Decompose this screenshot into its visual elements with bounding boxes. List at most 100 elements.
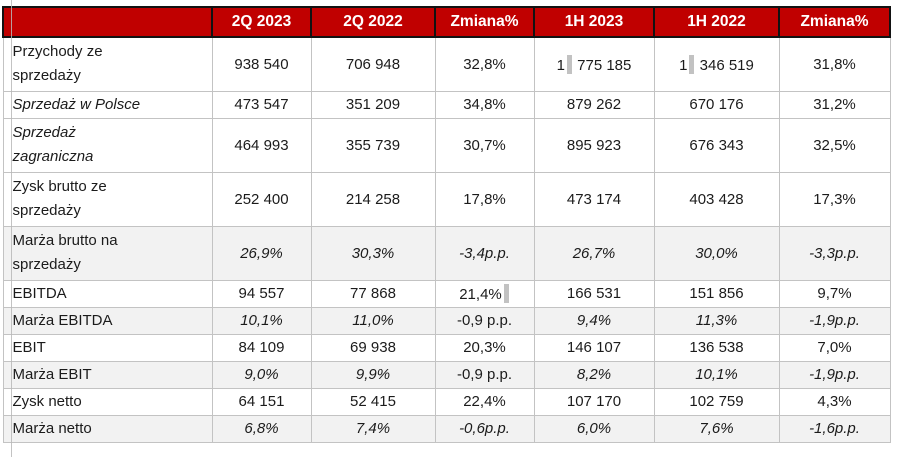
table-row: Marża brutto na sprzedaży 26,9% 30,3% -3,4p.… <box>2 225 891 281</box>
table-cell: -1,9p.p. <box>778 306 891 335</box>
column-header: 1H 2022 <box>653 6 780 38</box>
table-cell: 77 868 <box>310 279 436 308</box>
table-body: Przychody ze sprzedaży 938 540 706 948 32,8%… <box>2 36 891 443</box>
column-header: 1H 2023 <box>533 6 655 38</box>
table-cell: -3,3p.p. <box>778 225 891 281</box>
table-cell: 4,3% <box>778 387 891 416</box>
table-row: Sprzedaż zagraniczna 464 993 355 739 30,7% 89… <box>2 117 891 173</box>
table-cell: 146 107 <box>533 333 655 362</box>
table-cell: 11,0% <box>310 306 436 335</box>
row-label: Marża EBITDA <box>2 306 213 335</box>
table-cell: 30,3% <box>310 225 436 281</box>
corner-header-cell <box>2 6 213 38</box>
table-row: EBITDA 94 557 77 868 21,4% 166 531 151 856 9,7… <box>2 279 891 308</box>
table-row: Zysk netto 64 151 52 415 22,4% 107 170 102 75… <box>2 387 891 416</box>
table-cell: 7,6% <box>653 414 780 443</box>
text-cursor-artifact <box>566 54 572 74</box>
table-cell: 938 540 <box>211 36 312 92</box>
table-cell: 10,1% <box>653 360 780 389</box>
table-cell: 10,1% <box>211 306 312 335</box>
table-cell: 7,0% <box>778 333 891 362</box>
table-cell: 676 343 <box>653 117 780 173</box>
table-cell: 26,7% <box>533 225 655 281</box>
table-cell: 94 557 <box>211 279 312 308</box>
table-cell: -0,6p.p. <box>434 414 535 443</box>
row-label: Przychody ze sprzedaży <box>2 36 213 92</box>
table-cell: 464 993 <box>211 117 312 173</box>
table-cell: 1 775 185 <box>533 36 655 92</box>
row-label: Marża netto <box>2 414 213 443</box>
table-cell: 473 174 <box>533 171 655 227</box>
table-cell: 84 109 <box>211 333 312 362</box>
table-cell: 351 209 <box>310 90 436 119</box>
table-cell: 136 538 <box>653 333 780 362</box>
table-cell: 30,0% <box>653 225 780 281</box>
table-row: Przychody ze sprzedaży 938 540 706 948 32,8%… <box>2 36 891 92</box>
table-cell: 8,2% <box>533 360 655 389</box>
table-cell: 879 262 <box>533 90 655 119</box>
table-cell: 107 170 <box>533 387 655 416</box>
table-cell: 9,4% <box>533 306 655 335</box>
row-label: Zysk brutto ze sprzedaży <box>2 171 213 227</box>
table-cell: 31,8% <box>778 36 891 92</box>
table-cell: 403 428 <box>653 171 780 227</box>
table-cell: 32,5% <box>778 117 891 173</box>
table-cell: 64 151 <box>211 387 312 416</box>
table-cell: 20,3% <box>434 333 535 362</box>
table-cell: 706 948 <box>310 36 436 92</box>
table-cell: -1,9p.p. <box>778 360 891 389</box>
table-cell: 895 923 <box>533 117 655 173</box>
financial-table: 2Q 2023 2Q 2022 Zmiana% 1H 2023 1H 2022 Zmian… <box>2 6 891 443</box>
table-cell: 17,8% <box>434 171 535 227</box>
row-label: Sprzedaż zagraniczna <box>2 117 213 173</box>
table-cell: 31,2% <box>778 90 891 119</box>
table-cell: -0,9 p.p. <box>434 306 535 335</box>
table-cell: 355 739 <box>310 117 436 173</box>
table-cell: 21,4% <box>434 279 535 308</box>
table-cell: 26,9% <box>211 225 312 281</box>
table-cell: 6,0% <box>533 414 655 443</box>
table-cell: 9,0% <box>211 360 312 389</box>
table-cell: 214 258 <box>310 171 436 227</box>
table-cell: 151 856 <box>653 279 780 308</box>
row-label: EBIT <box>2 333 213 362</box>
table-cell: 670 176 <box>653 90 780 119</box>
table-cell: 6,8% <box>211 414 312 443</box>
column-header: Zmiana% <box>434 6 535 38</box>
row-label: Sprzedaż w Polsce <box>2 90 213 119</box>
text-cursor-artifact <box>503 284 509 303</box>
table-row: Zysk brutto ze sprzedaży 252 400 214 258 17,… <box>2 171 891 227</box>
table-cell: 7,4% <box>310 414 436 443</box>
table-cell: 52 415 <box>310 387 436 416</box>
table-cell: 252 400 <box>211 171 312 227</box>
table-row: Marża EBITDA 10,1% 11,0% -0,9 p.p. 9,4% 11,3%… <box>2 306 891 335</box>
table-cell: -0,9 p.p. <box>434 360 535 389</box>
table-cell: 9,9% <box>310 360 436 389</box>
table-cell: 11,3% <box>653 306 780 335</box>
table-row: Marża EBIT 9,0% 9,9% -0,9 p.p. 8,2% 10,1% -1,9… <box>2 360 891 389</box>
table-cell: 69 938 <box>310 333 436 362</box>
table-cell: 22,4% <box>434 387 535 416</box>
table-cell: 1 346 519 <box>653 36 780 92</box>
table-cell: 166 531 <box>533 279 655 308</box>
row-label: Marża brutto na sprzedaży <box>2 225 213 281</box>
table-row: Marża netto 6,8% 7,4% -0,6p.p. 6,0% 7,6% -1,6p… <box>2 414 891 443</box>
table-row: EBIT 84 109 69 938 20,3% 146 107 136 538 7,0% <box>2 333 891 362</box>
table-cell: -3,4p.p. <box>434 225 535 281</box>
text-cursor-artifact <box>689 54 695 74</box>
table-cell: 473 547 <box>211 90 312 119</box>
column-header: 2Q 2022 <box>310 6 436 38</box>
column-header: 2Q 2023 <box>211 6 312 38</box>
table-cell: 34,8% <box>434 90 535 119</box>
row-label: Zysk netto <box>2 387 213 416</box>
table-cell: 9,7% <box>778 279 891 308</box>
table-cell: 30,7% <box>434 117 535 173</box>
table-row: Sprzedaż w Polsce 473 547 351 209 34,8% 879 … <box>2 90 891 119</box>
column-header: Zmiana% <box>778 6 891 38</box>
table-cell: 17,3% <box>778 171 891 227</box>
header-row: 2Q 2023 2Q 2022 Zmiana% 1H 2023 1H 2022 Zmian… <box>2 6 891 38</box>
row-label: EBITDA <box>2 279 213 308</box>
table-header: 2Q 2023 2Q 2022 Zmiana% 1H 2023 1H 2022 Zmian… <box>2 6 891 38</box>
table-cell: 32,8% <box>434 36 535 92</box>
table-cell: 102 759 <box>653 387 780 416</box>
